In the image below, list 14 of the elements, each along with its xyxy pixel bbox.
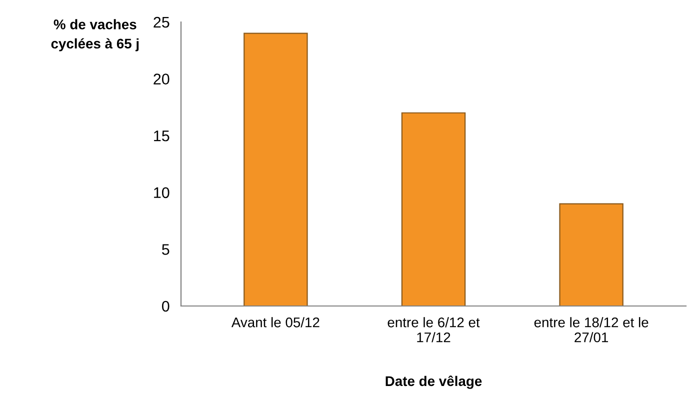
x-tick-label: Avant le 05/12 (231, 317, 320, 328)
y-tick-label: 20 (154, 74, 170, 84)
bar (401, 112, 466, 306)
y-tick-label: 15 (154, 130, 170, 142)
y-tick-label: 10 (154, 187, 170, 198)
y-tick-label: 25 (154, 16, 170, 28)
y-tick-label: 0 (162, 300, 170, 312)
bar (559, 203, 624, 306)
bar (244, 32, 308, 306)
x-axis-title: Date de vêlage (386, 376, 482, 389)
x-tick-label: entre le 18/12 et le 27/01 (534, 317, 648, 342)
y-axis-title: % de vaches cyclées à 65 j (51, 19, 139, 52)
x-tick-label: entre le 6/12 et 17/12 (388, 317, 480, 342)
y-tick-label: 5 (162, 244, 170, 255)
